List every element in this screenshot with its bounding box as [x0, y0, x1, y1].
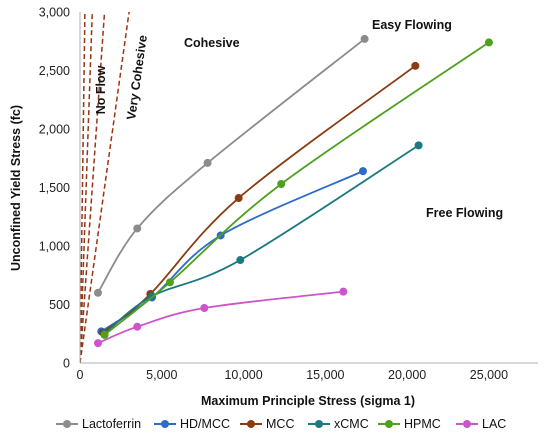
data-point-xcmc [236, 256, 245, 265]
x-tick-label: 15,000 [306, 368, 344, 382]
legend-label-hpmc: HPMC [404, 417, 441, 431]
axes: 0 5,000 10,000 15,000 20,000 25,000 0 500 1,000 1… [39, 6, 538, 382]
flow-line-0 [80, 12, 130, 363]
x-tick-label: 10,000 [224, 368, 262, 382]
data-point-hpmc [484, 38, 493, 47]
legend-label-mcc: MCC [266, 417, 294, 431]
series-line-lactoferrin [97, 38, 366, 294]
no-flow-label: No Flow [94, 65, 108, 114]
x-tick-label: 0 [77, 368, 84, 382]
legend-marker-xcmc [315, 420, 323, 428]
legend-marker-mcc [247, 420, 255, 428]
y-tick-label: 500 [49, 298, 70, 312]
legend-marker-hpmc [385, 420, 393, 428]
legend-marker-lactoferrin [63, 420, 71, 428]
data-point-lactoferrin [203, 158, 212, 167]
flow-index-lines [80, 12, 130, 363]
data-point-hpmc [277, 179, 286, 188]
y-tick-label: 1,500 [39, 181, 70, 195]
data-point-lac [133, 322, 142, 331]
data-point-xcmc [414, 141, 423, 150]
data-series [93, 34, 493, 348]
x-axis-title: Maximum Principle Stress (sigma 1) [201, 394, 415, 408]
legend-label-lac: LAC [482, 417, 506, 431]
y-tick-label: 1,000 [39, 240, 70, 254]
flow-line-2 [80, 12, 94, 363]
legend-marker-hd-mcc [161, 420, 169, 428]
very-cohesive-label: Very Cohesive [124, 34, 150, 121]
legend-label-lactoferrin: Lactoferrin [82, 417, 141, 431]
free-flowing-label: Free Flowing [426, 206, 503, 220]
series-line-hpmc [103, 41, 490, 336]
y-tick-label: 3,000 [39, 6, 70, 20]
data-point-lac [339, 287, 348, 296]
data-point-lactoferrin [360, 34, 369, 43]
data-point-mcc [234, 194, 243, 203]
data-point-lactoferrin [133, 224, 142, 233]
data-point-hd-mcc [358, 167, 367, 176]
legend-label-hd-mcc: HD/MCC [180, 417, 230, 431]
flow-line-1 [80, 12, 106, 363]
y-tick-label: 2,000 [39, 123, 70, 137]
data-point-hpmc [100, 330, 109, 339]
flow-line-3 [80, 12, 86, 363]
easy-flowing-label: Easy Flowing [372, 18, 452, 32]
series-line-hd-mcc [100, 170, 364, 333]
x-tick-label: 5,000 [146, 368, 177, 382]
x-tick-label: 20,000 [388, 368, 426, 382]
cohesive-label: Cohesive [184, 36, 240, 50]
axis-titles: Maximum Principle Stress (sigma 1) Uncon… [9, 105, 415, 408]
series-line-lac [97, 290, 344, 344]
legend-label-xcmc: xCMC [334, 417, 369, 431]
data-point-lactoferrin [93, 288, 102, 297]
region-labels: No Flow Very Cohesive Cohesive Easy Flow… [94, 18, 503, 220]
x-tick-label: 25,000 [470, 368, 508, 382]
y-axis-title: Unconfined Yield Stress (fc) [9, 105, 23, 271]
data-point-lac [200, 304, 209, 313]
data-point-lac [93, 339, 102, 348]
data-point-hpmc [165, 278, 174, 287]
legend-marker-lac [463, 420, 471, 428]
y-tick-label: 2,500 [39, 64, 70, 78]
data-point-mcc [411, 61, 420, 70]
y-tick-label: 0 [63, 357, 70, 371]
series-line-xcmc [103, 144, 420, 335]
legend: Lactoferrin HD/MCC MCC xCMC HPMC LAC [56, 417, 506, 431]
